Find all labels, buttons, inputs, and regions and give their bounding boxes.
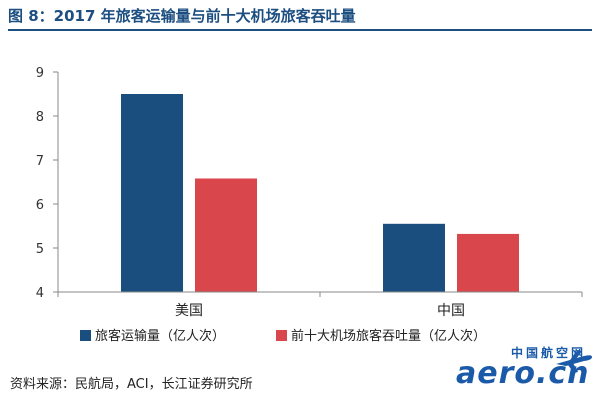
bar — [457, 233, 519, 292]
y-tick-label: 9 — [36, 66, 44, 81]
y-tick-label: 6 — [36, 198, 44, 213]
legend-swatch — [276, 330, 287, 341]
y-tick-label: 4 — [36, 286, 44, 301]
legend-label: 旅客运输量（亿人次） — [95, 328, 225, 344]
x-tick-label: 中国 — [437, 303, 465, 319]
bar — [195, 178, 257, 292]
y-tick-label: 5 — [36, 242, 44, 257]
bar — [121, 94, 183, 292]
airplane-icon — [556, 350, 592, 373]
y-tick-label: 7 — [36, 154, 44, 169]
source-note: 资料来源：民航局，ACI，长江证券研究所 — [10, 377, 253, 392]
legend-swatch — [80, 330, 91, 341]
bar — [383, 223, 445, 292]
watermark-logo: 中国航空网 aero.cn — [450, 344, 596, 396]
x-tick-label: 美国 — [175, 303, 203, 319]
watermark-text-cn: 中国航空网 — [510, 346, 586, 360]
legend-label: 前十大机场旅客吞吐量（亿人次） — [291, 328, 486, 344]
y-tick-label: 8 — [36, 110, 44, 125]
figure-title: 图 8：2017 年旅客运输量与前十大机场旅客吞吐量 — [8, 3, 592, 31]
